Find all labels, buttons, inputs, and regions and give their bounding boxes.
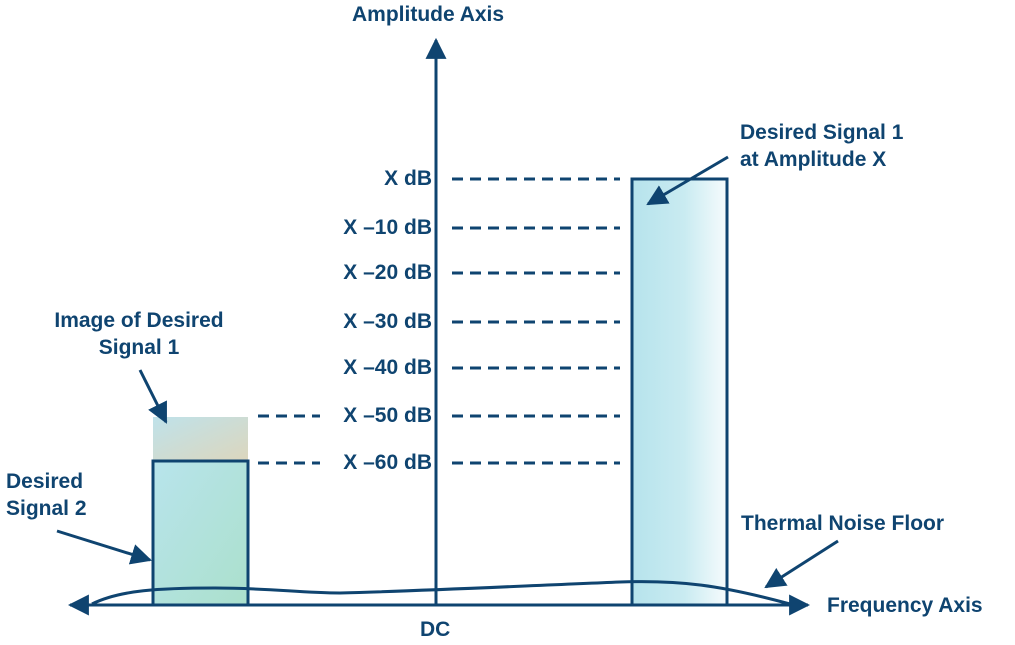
level-label-20: X –20 dB (343, 261, 432, 284)
desired-signal-1-label-line2: at Amplitude X (740, 148, 887, 171)
arrow-thermal-noise (764, 539, 839, 589)
level-dashes (258, 177, 620, 465)
desired-signal-1-label-line1: Desired Signal 1 (740, 121, 904, 144)
desired-signal-2-label-line1: Desired (6, 470, 84, 493)
image-signal-bar (153, 417, 248, 461)
desired-signal-2-label-line2: Signal 2 (6, 497, 87, 520)
dc-label: DC (420, 618, 451, 641)
level-label-0: X dB (384, 167, 432, 190)
level-label-10: X –10 dB (343, 216, 432, 239)
image-signal-label-line1: Image of Desired (54, 309, 224, 332)
desired-signal-1-bar (630, 177, 729, 607)
amplitude-axis-label: Amplitude Axis (352, 3, 505, 26)
level-label-40: X –40 dB (343, 356, 432, 379)
frequency-axis-label: Frequency Axis (827, 594, 983, 617)
desired-signal-2-bar (151, 459, 250, 607)
level-label-30: X –30 dB (343, 310, 432, 333)
arrow-image-signal (138, 369, 168, 424)
level-label-50: X –50 dB (343, 404, 432, 427)
thermal-noise-label: Thermal Noise Floor (741, 512, 945, 535)
level-label-60: X –60 dB (343, 451, 432, 474)
arrow-desired-signal-1 (646, 155, 729, 206)
image-signal-label-line2: Signal 1 (98, 336, 180, 359)
arrow-desired-signal-2 (56, 529, 153, 565)
thermal-noise-curve (91, 580, 791, 606)
